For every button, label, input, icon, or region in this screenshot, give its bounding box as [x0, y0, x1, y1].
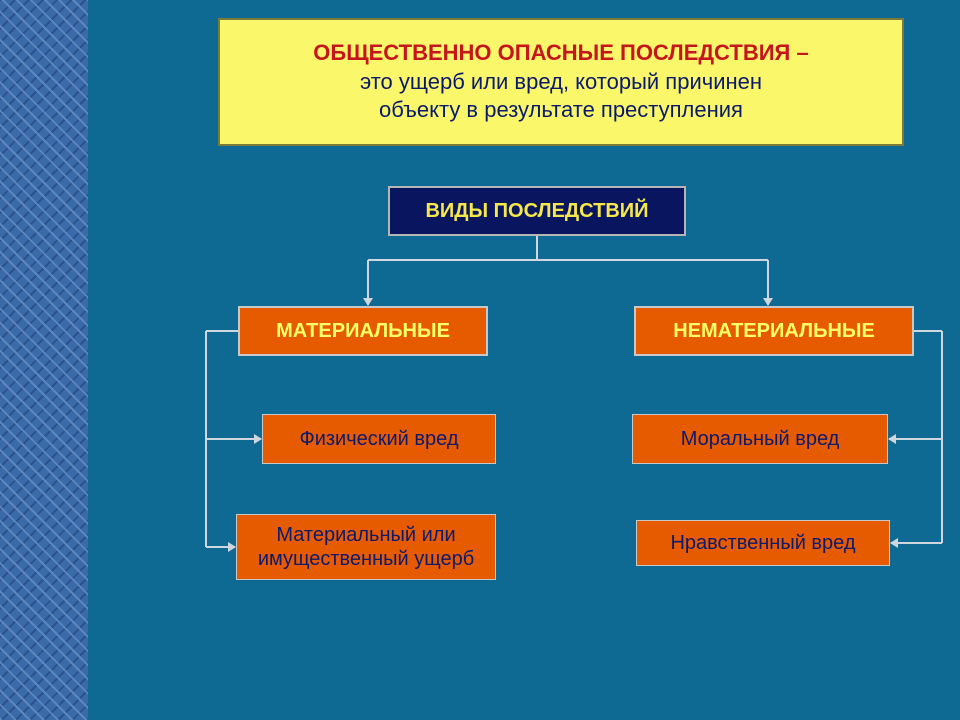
header-subtitle-line2: объекту в результате преступления [240, 96, 882, 125]
branch-immaterial: НЕМАТЕРИАЛЬНЫЕ [634, 306, 914, 356]
leaf-moral: Моральный вред [632, 414, 888, 464]
leaf-physical: Физический вред [262, 414, 496, 464]
branch-material: МАТЕРИАЛЬНЫЕ [238, 306, 488, 356]
header-subtitle-line1: это ущерб или вред, который причинен [240, 68, 882, 97]
diagram-canvas: ОБЩЕСТВЕННО ОПАСНЫЕ ПОСЛЕДСТВИЯ – это ущ… [88, 0, 960, 720]
leaf-ethical: Нравственный вред [636, 520, 890, 566]
root-node: ВИДЫ ПОСЛЕДСТВИЙ [388, 186, 686, 236]
sidebar-texture [0, 0, 88, 720]
leaf-property: Материальный или имущественный ущерб [236, 514, 496, 580]
header-box: ОБЩЕСТВЕННО ОПАСНЫЕ ПОСЛЕДСТВИЯ – это ущ… [218, 18, 904, 146]
header-title: ОБЩЕСТВЕННО ОПАСНЫЕ ПОСЛЕДСТВИЯ – [240, 39, 882, 68]
